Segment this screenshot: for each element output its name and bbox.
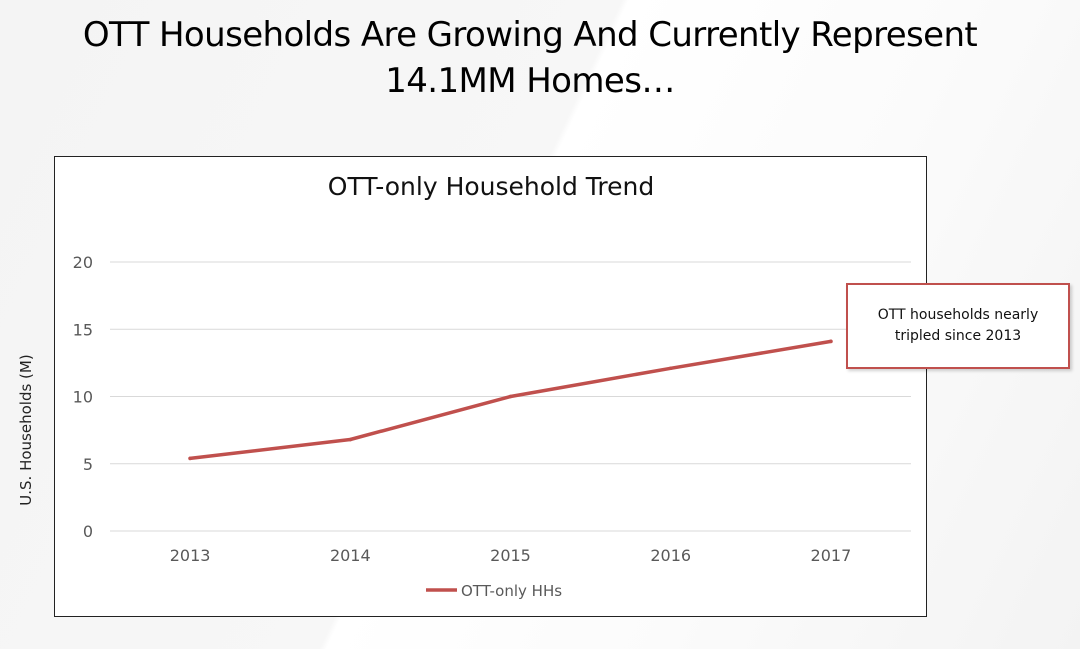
- y-tick-label: 20: [73, 253, 93, 272]
- x-tick-label: 2016: [650, 546, 691, 565]
- y-tick-label: 5: [83, 455, 93, 474]
- x-tick-label: 2017: [811, 546, 852, 565]
- data-point: [188, 456, 192, 461]
- x-tick-label: 2015: [490, 546, 531, 565]
- y-tick-label: 10: [73, 388, 93, 407]
- chart-frame: [54, 156, 927, 617]
- data-point: [668, 366, 673, 371]
- annotation-callout: OTT households nearly tripled since 2013: [846, 283, 1070, 369]
- annotation-text: OTT households nearly tripled since 2013: [877, 307, 1039, 344]
- y-tick-label: 15: [73, 320, 93, 339]
- series-line: [188, 339, 833, 461]
- data-point: [829, 339, 833, 344]
- y-tick-label: 0: [83, 522, 93, 541]
- data-point: [348, 437, 353, 442]
- x-tick-label: 2013: [170, 546, 211, 565]
- chart-title: OTT-only Household Trend: [328, 172, 654, 201]
- legend-label: OTT-only HHs: [461, 582, 562, 600]
- data-point: [508, 394, 513, 399]
- x-tick-label: 2014: [330, 546, 371, 565]
- slide-title: OTT Households Are Growing And Currently…: [82, 15, 978, 101]
